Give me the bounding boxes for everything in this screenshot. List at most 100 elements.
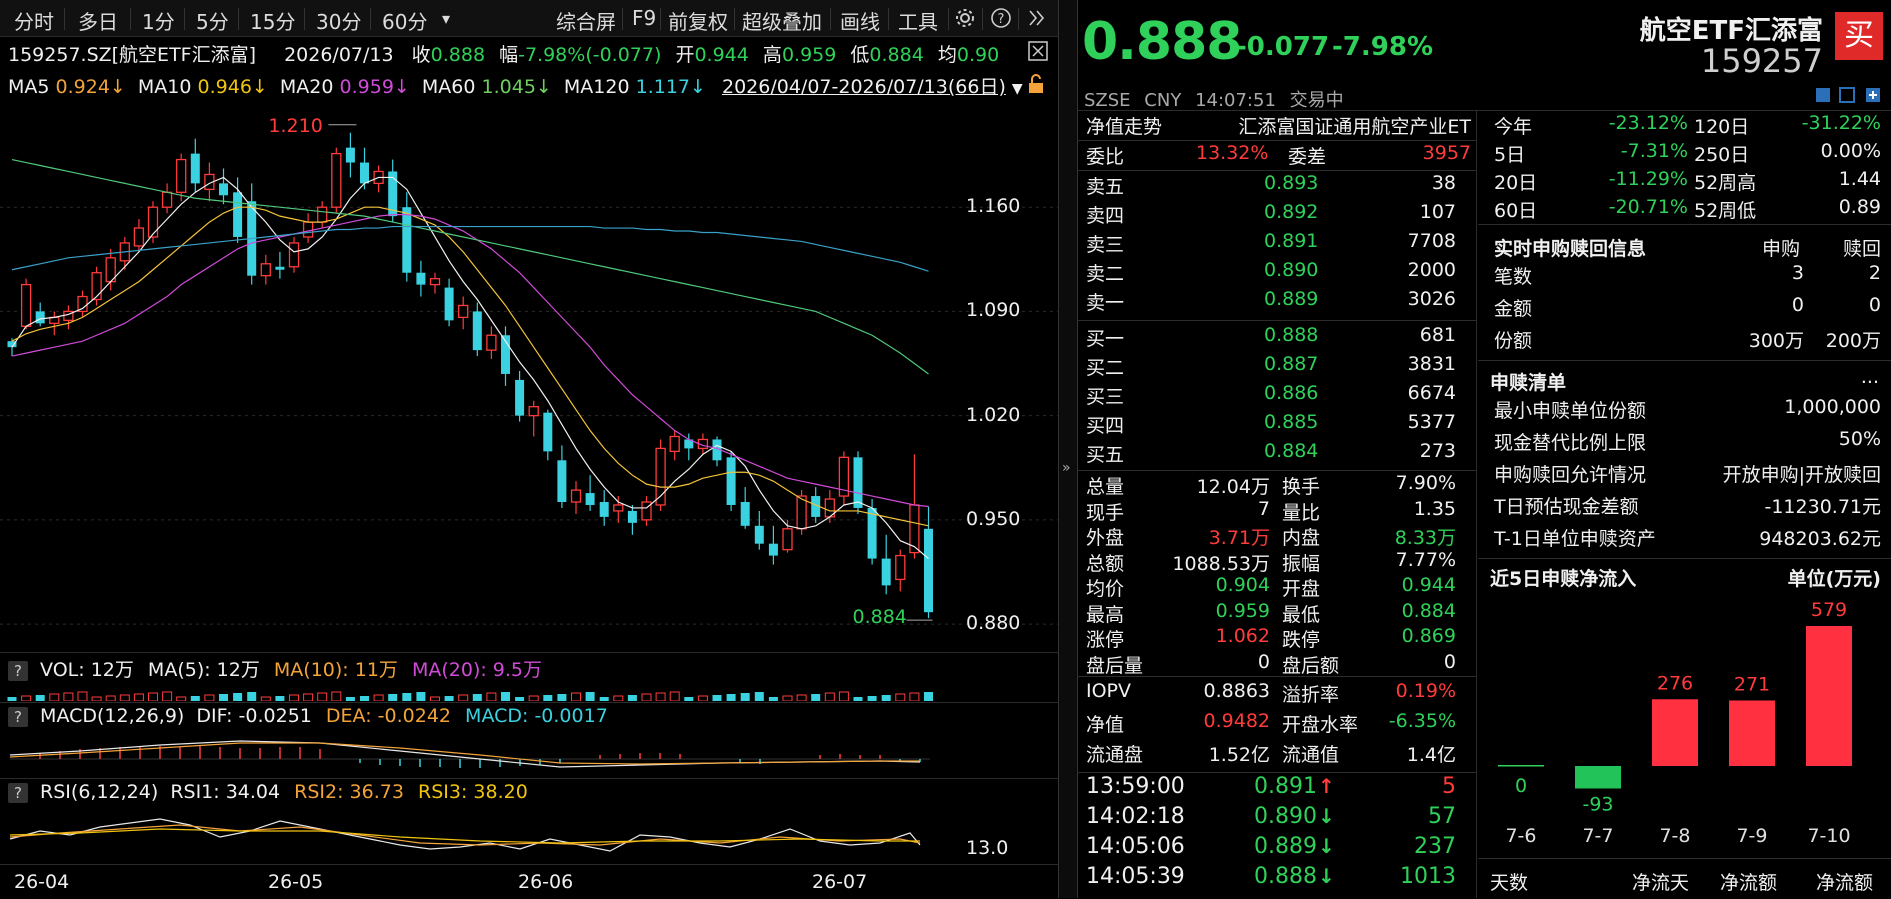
list-row-value: 开放申购|开放赎回 bbox=[1722, 464, 1881, 486]
x-axis: 26-04 26-05 26-06 26-07 bbox=[0, 864, 1058, 899]
netflow-tab[interactable]: 净流额 bbox=[1816, 872, 1874, 894]
close-info-icon[interactable] bbox=[1028, 41, 1048, 61]
stat-value: 8.33万 bbox=[1394, 527, 1456, 549]
volume-bar bbox=[557, 694, 567, 701]
lock-icon[interactable] bbox=[1026, 73, 1046, 95]
draw-line-button[interactable]: 画线 bbox=[840, 10, 880, 34]
netflow-bar bbox=[1729, 700, 1775, 766]
volume-bar bbox=[515, 697, 525, 701]
list-more-button[interactable]: ... bbox=[1860, 366, 1879, 388]
settings-gear-icon[interactable] bbox=[954, 7, 976, 29]
tab-fenshi[interactable]: 分时 bbox=[14, 10, 54, 34]
stat-label: 流通盘 bbox=[1086, 744, 1144, 766]
volume-bar bbox=[289, 694, 299, 701]
bid-price[interactable]: 0.887 bbox=[1264, 353, 1319, 375]
list-title: 申赎清单 bbox=[1490, 372, 1567, 394]
tab-5min[interactable]: 5分 bbox=[196, 10, 229, 34]
netflow-tab[interactable]: 净流额 bbox=[1720, 872, 1778, 894]
ask-price[interactable]: 0.893 bbox=[1264, 172, 1319, 194]
overlay-button[interactable]: 超级叠加 bbox=[742, 10, 822, 34]
bid-price[interactable]: 0.885 bbox=[1264, 411, 1319, 433]
date-range[interactable]: 2026/04/07-2026/07/13(66日) bbox=[721, 76, 1006, 98]
netflow-tab[interactable]: 天数 bbox=[1490, 872, 1529, 894]
stat-value: 1088.53万 bbox=[1172, 552, 1270, 575]
volume-bar bbox=[669, 691, 680, 701]
vol-help-icon[interactable]: ? bbox=[8, 661, 28, 681]
stat-value: 1.35 bbox=[1413, 497, 1456, 520]
close-label: 收 bbox=[411, 44, 431, 66]
netflow-value-label: 579 bbox=[1811, 599, 1847, 621]
ma-legend-line: MA5 0.924↓ MA10 0.946↓ MA20 0.959↓ MA60 … bbox=[8, 72, 1023, 99]
tab-1min[interactable]: 1分 bbox=[142, 10, 175, 34]
candle-body bbox=[458, 304, 469, 319]
low-label: 低 bbox=[850, 44, 870, 66]
volume-bar bbox=[416, 692, 426, 701]
tab-30min[interactable]: 30分 bbox=[316, 10, 362, 34]
candlestick-chart[interactable] bbox=[0, 96, 1058, 656]
candle-body bbox=[895, 554, 906, 581]
volume-bar bbox=[247, 692, 257, 701]
stat-label: 外盘 bbox=[1086, 527, 1125, 549]
candle-body bbox=[161, 191, 173, 208]
panel-icons[interactable] bbox=[1814, 86, 1886, 104]
ask-price[interactable]: 0.889 bbox=[1264, 288, 1319, 310]
bid-volume: 273 bbox=[1419, 440, 1456, 462]
change-value: -7.98%(-0.077) bbox=[518, 44, 662, 66]
stat-value: 12.04万 bbox=[1196, 476, 1270, 498]
netflow-chart: 0 7-6 -93 7-7 276 7-8 271 7-9 579 7-10 bbox=[1498, 599, 1852, 847]
stat-value: 0 bbox=[1443, 650, 1456, 673]
collapse-panel-icon[interactable]: » bbox=[1062, 460, 1071, 476]
composite-screen-button[interactable]: 综合屏 bbox=[556, 10, 616, 34]
candle-body bbox=[543, 412, 553, 452]
ask-level-label: 卖二 bbox=[1086, 263, 1125, 285]
macd-help-icon[interactable]: ? bbox=[8, 707, 28, 727]
netflow-tab[interactable]: 净流天 bbox=[1632, 872, 1690, 894]
creation-redeem-value: 2 bbox=[1868, 262, 1881, 284]
volume-bar bbox=[684, 697, 694, 701]
security-code-name: 159257.SZ[航空ETF汇添富] bbox=[8, 44, 257, 66]
tab-15min[interactable]: 15分 bbox=[250, 10, 296, 34]
help-icon[interactable]: ? bbox=[990, 7, 1012, 29]
volume-bar bbox=[204, 694, 215, 701]
stat-label: 净值 bbox=[1086, 714, 1125, 736]
candle-body bbox=[288, 242, 300, 268]
volume-bar bbox=[373, 694, 384, 701]
tick-time: 14:02:18 bbox=[1086, 804, 1185, 829]
tools-button[interactable]: 工具 bbox=[898, 10, 938, 34]
panel-divider[interactable]: » bbox=[1058, 0, 1078, 898]
tab-60min[interactable]: 60分 bbox=[382, 10, 428, 34]
ask-price[interactable]: 0.892 bbox=[1264, 201, 1319, 223]
candle-body bbox=[684, 439, 694, 449]
expand-icon[interactable] bbox=[1026, 7, 1048, 29]
volume-bar bbox=[909, 692, 920, 701]
close-value: 0.888 bbox=[430, 44, 486, 66]
ask-price[interactable]: 0.890 bbox=[1264, 259, 1319, 281]
netflow-value-label: 271 bbox=[1734, 673, 1770, 695]
candle-body bbox=[360, 162, 369, 184]
bid-price[interactable]: 0.888 bbox=[1264, 324, 1319, 346]
macd-dif: DIF: -0.0251 bbox=[196, 705, 312, 727]
candle-body bbox=[275, 266, 285, 270]
nav-trend-link[interactable]: 净值走势 bbox=[1086, 116, 1163, 138]
range-dropdown-icon[interactable]: ▼ bbox=[1011, 81, 1023, 97]
stat-value: 0 bbox=[1257, 650, 1270, 673]
tick-price: 0.889 bbox=[1254, 834, 1317, 859]
adjust-button[interactable]: 前复权 bbox=[668, 10, 728, 34]
volume-bar bbox=[7, 697, 17, 701]
ask-price[interactable]: 0.891 bbox=[1264, 230, 1319, 252]
list-row-value: 948203.62元 bbox=[1759, 528, 1881, 550]
f9-button[interactable]: F9 bbox=[632, 6, 657, 30]
buy-button[interactable]: 买 bbox=[1835, 12, 1883, 60]
period-dropdown-icon[interactable]: ▾ bbox=[442, 9, 451, 28]
bid-level-label: 买三 bbox=[1086, 386, 1125, 408]
stat-label: 盘后量 bbox=[1086, 654, 1144, 677]
bar-date: 2026/07/13 bbox=[284, 44, 394, 66]
stat-value: 0.904 bbox=[1215, 574, 1270, 596]
bid-price[interactable]: 0.886 bbox=[1264, 382, 1319, 404]
rsi-help-icon[interactable]: ? bbox=[8, 783, 28, 803]
bid-price[interactable]: 0.884 bbox=[1264, 440, 1319, 462]
open-value: 0.944 bbox=[694, 44, 749, 66]
ask-level-label: 卖五 bbox=[1086, 176, 1125, 198]
stat-label: 涨停 bbox=[1086, 629, 1125, 651]
tab-duori[interactable]: 多日 bbox=[78, 10, 118, 34]
